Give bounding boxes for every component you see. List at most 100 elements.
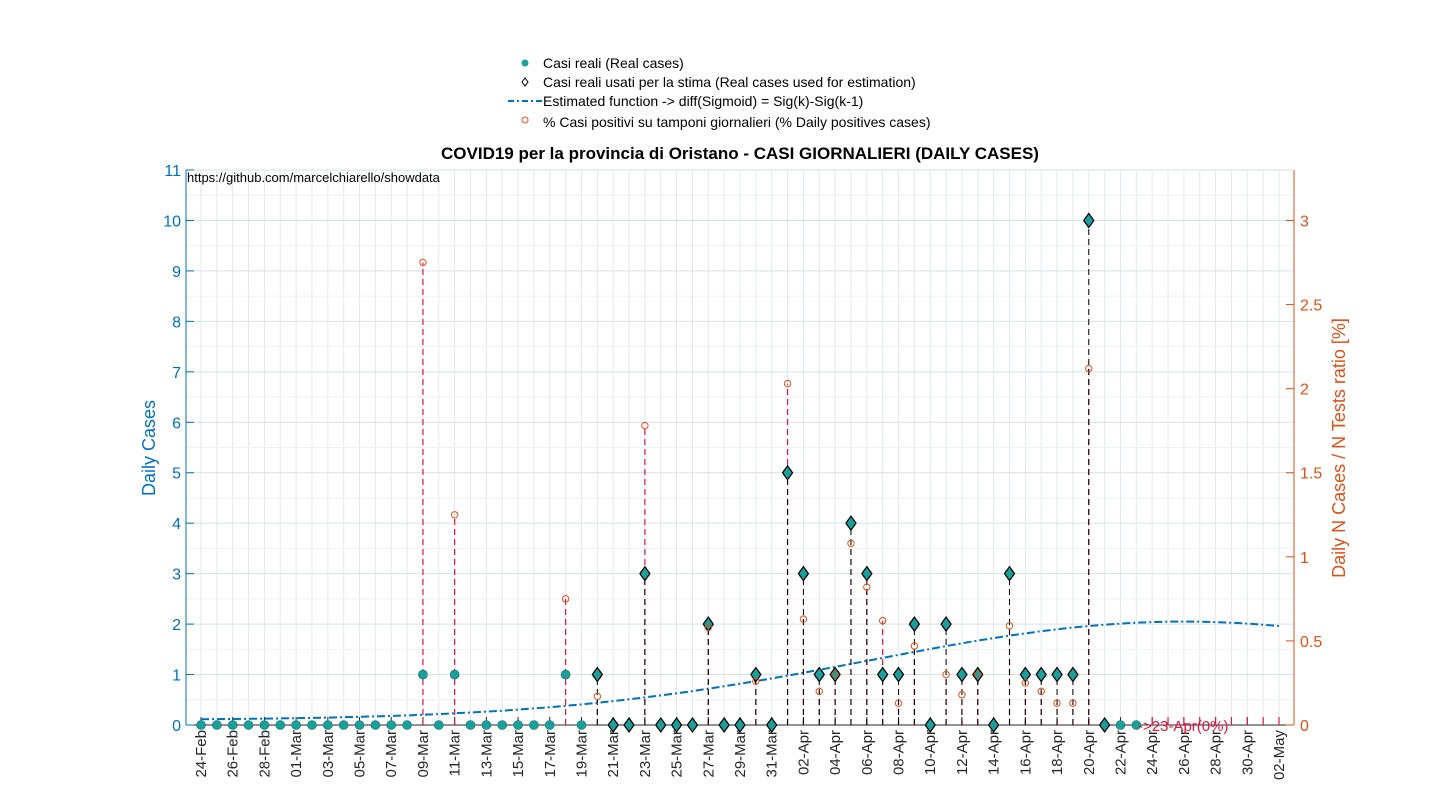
y-tick-label-left: 5 [172, 466, 181, 483]
estimation-point [623, 716, 635, 734]
real-case-point [560, 669, 571, 680]
x-tick-label: 26-Apr [1176, 730, 1193, 775]
real-case-point [370, 720, 381, 730]
ratio-point [847, 539, 855, 548]
x-tick-label: 27-Mar [700, 730, 717, 778]
y-tick-label-right: 2 [1300, 382, 1309, 399]
y-tick-label-left: 8 [172, 314, 181, 331]
legend: Casi reali (Real cases) Casi reali usati… [505, 50, 975, 132]
x-tick-label: 08-Apr [891, 730, 908, 775]
y-tick-label-left: 2 [172, 617, 181, 634]
estimation-point [1098, 716, 1111, 734]
legend-ratio-marker [521, 116, 529, 124]
real-case-point [481, 720, 492, 730]
y-tick-label-left: 9 [172, 264, 181, 281]
legend-estimation-marker [521, 77, 529, 87]
ratio-point [1037, 687, 1045, 696]
ratio-point [641, 421, 649, 430]
ratio-point [958, 691, 966, 699]
y-tick-label-right: 1.5 [1300, 466, 1322, 483]
ratio-point [799, 615, 808, 623]
y-tick-label-left: 4 [172, 516, 181, 533]
x-tick-label: 03-Mar [320, 730, 337, 778]
estimation-point [956, 666, 968, 683]
y-tick-label-right: 1 [1300, 550, 1309, 567]
estimation-point [813, 666, 826, 683]
y-tick-label-left: 0 [172, 718, 181, 735]
y-tick-label-right: 2.5 [1300, 298, 1322, 315]
real-case-point [338, 720, 349, 730]
x-tick-label: 05-Mar [352, 730, 369, 778]
y-axis-right-label: Daily N Cases / N Tests ratio [%] [1329, 318, 1349, 578]
ratio-point [863, 583, 871, 591]
ratio-point [1085, 364, 1093, 373]
estimation-point [861, 565, 873, 582]
estimation-point [670, 716, 683, 734]
x-tick-label: 30-Apr [1239, 730, 1256, 775]
ratio-point [561, 595, 570, 603]
x-tick-label: 11-Mar [447, 730, 464, 776]
ratio-point [752, 677, 760, 685]
y-tick-label-left: 11 [164, 163, 181, 180]
real-case-point [465, 720, 476, 730]
real-case-point [386, 720, 397, 730]
estimation-point [908, 616, 921, 633]
estimation-point [1019, 666, 1032, 683]
real-case-point [227, 720, 238, 730]
x-tick-label: 21-Mar [605, 730, 622, 778]
estimation-point [797, 565, 810, 582]
ratio-point [878, 617, 887, 625]
ratio-point [974, 670, 982, 679]
estimation-point [639, 565, 651, 582]
x-tick-label: 12-Apr [954, 730, 971, 775]
x-tick-label: 10-Apr [922, 730, 939, 775]
estimation-point [1051, 666, 1063, 683]
estimation-point [987, 716, 1000, 734]
x-tick-label: 31-Mar [764, 730, 781, 778]
ratio-point [783, 379, 792, 388]
estimation-point [924, 716, 936, 734]
estimation-point [892, 666, 905, 683]
estimation-point [940, 616, 952, 633]
x-tick-label: 20-Apr [1081, 730, 1098, 775]
legend-real-cases-label: Casi reali (Real cases) [543, 55, 684, 71]
real-case-point [1115, 720, 1126, 730]
x-tick-label: 14-Apr [986, 730, 1003, 775]
x-tick-label: 28-Feb [256, 730, 273, 778]
ratio-point [419, 258, 427, 267]
real-case-point [433, 720, 444, 730]
real-case-point [402, 720, 412, 730]
real-case-point [576, 720, 587, 730]
x-tick-label: 17-Mar [542, 730, 559, 778]
estimation-point [781, 464, 794, 481]
estimation-point [750, 666, 762, 683]
estimation-point [845, 515, 857, 532]
x-tick-label: 25-Mar [669, 730, 686, 778]
x-tick-label: 22-Apr [1112, 730, 1129, 775]
ratio-point [1053, 699, 1061, 707]
estimation-point [591, 666, 604, 683]
real-case-point [243, 720, 254, 730]
source-annotation: https://github.com/marcelchiarello/showd… [187, 170, 441, 185]
ratio-point [704, 623, 712, 632]
x-tick-label: 07-Mar [383, 730, 400, 778]
real-case-point [449, 669, 460, 680]
y-tick-label-left: 3 [172, 567, 181, 584]
legend-box [505, 50, 975, 132]
y-tick-label-right: 0 [1300, 718, 1309, 735]
y-tick-label-left: 7 [172, 365, 181, 382]
x-tick-label: 26-Feb [225, 730, 242, 778]
estimation-point [1083, 212, 1095, 229]
real-case-point [418, 669, 428, 680]
estimation-point [829, 666, 841, 683]
estimation-point [686, 716, 699, 734]
real-case-point [544, 720, 555, 730]
legend-estimation-label: Casi reali usati per la stima (Real case… [543, 74, 916, 90]
estimation-point [718, 716, 730, 734]
x-tick-label: 23-Mar [637, 730, 654, 778]
end-annotation: ->23-Apr(0%) [1138, 718, 1228, 735]
ratio-point [894, 699, 903, 707]
x-tick-label: 02-May [1271, 730, 1288, 781]
estimation-point [654, 716, 667, 734]
